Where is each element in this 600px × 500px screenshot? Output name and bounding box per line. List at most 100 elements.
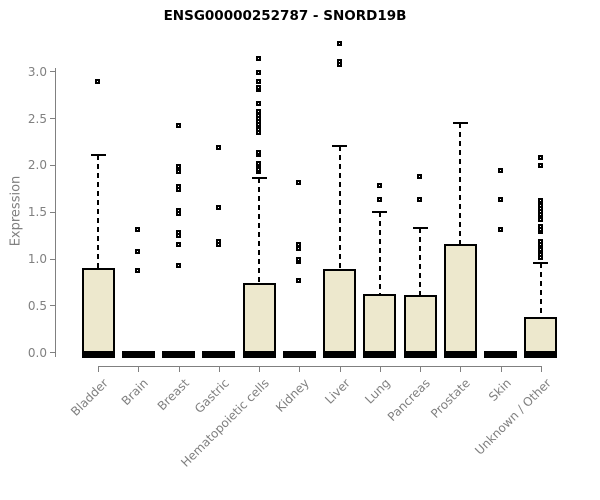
whisker-line <box>459 123 462 245</box>
x-tick-mark <box>299 366 301 372</box>
outlier-point <box>135 267 141 273</box>
x-tick-mark <box>420 366 422 372</box>
whisker-cap <box>90 154 106 157</box>
outlier-point <box>175 242 181 248</box>
x-tick-label: Unknown / Other <box>472 376 554 458</box>
x-tick-label: Lung <box>362 376 393 407</box>
x-tick-label: Bladder <box>68 376 111 419</box>
box <box>81 268 115 355</box>
whisker-line <box>97 155 99 269</box>
chart-title: ENSG00000252787 - SNORD19B <box>163 8 407 24</box>
y-tick-mark <box>50 118 56 120</box>
outlier-point <box>256 56 262 62</box>
median-line <box>484 351 518 358</box>
x-tick-label: Liver <box>321 376 353 407</box>
x-tick-label: Pancreas <box>385 376 434 425</box>
box <box>524 317 558 355</box>
y-tick-label: 0.0 <box>27 345 47 360</box>
outlier-point <box>537 197 543 203</box>
whisker-cap <box>452 122 468 125</box>
x-tick-label: Skin <box>485 376 514 404</box>
y-tick-label: 2.0 <box>27 158 47 173</box>
outlier-point <box>256 70 262 76</box>
x-tick-mark <box>500 366 502 372</box>
outlier-point <box>537 162 543 168</box>
y-tick-label: 2.5 <box>27 111 47 126</box>
whisker-cap <box>251 176 267 179</box>
y-tick-mark <box>50 71 56 73</box>
outlier-point <box>296 179 302 185</box>
x-tick-mark <box>138 366 140 372</box>
box <box>323 269 357 355</box>
outlier-point <box>256 85 262 91</box>
median-line <box>282 351 316 358</box>
whisker-cap <box>412 227 428 230</box>
outlier-point <box>215 205 221 210</box>
whisker-line <box>338 145 341 270</box>
outlier-point <box>215 145 221 151</box>
outlier-point <box>256 101 262 107</box>
outlier-point <box>336 58 342 64</box>
median-line <box>524 351 558 358</box>
y-tick-label: 3.0 <box>27 64 47 79</box>
whisker-line <box>539 262 542 318</box>
outlier-point <box>175 207 181 213</box>
y-tick-mark <box>50 211 56 213</box>
median-line <box>121 351 155 358</box>
x-axis-line <box>97 366 542 367</box>
x-tick-mark <box>339 366 341 372</box>
outlier-point <box>175 184 181 190</box>
y-tick-label: 1.0 <box>27 252 47 267</box>
box <box>443 244 477 355</box>
whisker-cap <box>372 211 388 214</box>
outlier-point <box>135 249 141 255</box>
outlier-point <box>256 160 262 166</box>
outlier-point <box>256 109 262 115</box>
box <box>363 293 397 355</box>
median-line <box>162 351 196 358</box>
outlier-point <box>175 163 181 169</box>
outlier-point <box>256 78 262 84</box>
y-tick-label: 1.5 <box>27 205 47 220</box>
box <box>242 283 276 355</box>
y-tick-label: 0.5 <box>27 298 47 313</box>
median-line <box>202 351 236 358</box>
outlier-point <box>296 242 302 248</box>
outlier-point <box>175 263 181 269</box>
outlier-point <box>376 183 382 189</box>
outlier-point <box>537 238 543 244</box>
outlier-point <box>296 278 302 284</box>
whisker-line <box>419 228 422 295</box>
outlier-point <box>135 227 141 233</box>
x-tick-mark <box>98 366 99 372</box>
outlier-point <box>256 149 262 155</box>
outlier-point <box>376 196 382 202</box>
x-tick-mark <box>460 366 462 372</box>
x-tick-label: Brain <box>119 376 152 409</box>
outlier-point <box>95 78 100 84</box>
x-tick-mark <box>259 366 261 372</box>
median-line <box>403 351 437 358</box>
x-tick-label: Gastric <box>191 376 232 416</box>
outlier-point <box>336 41 342 47</box>
whisker-line <box>378 212 381 294</box>
x-tick-mark <box>379 366 381 372</box>
outlier-point <box>175 122 181 128</box>
outlier-point <box>175 230 181 236</box>
outlier-point <box>497 227 503 233</box>
median-line <box>323 351 357 358</box>
median-line <box>242 351 276 358</box>
outlier-point <box>537 155 543 161</box>
whisker-cap <box>332 144 348 147</box>
x-tick-label: Prostate <box>428 376 474 421</box>
y-tick-mark <box>50 164 56 166</box>
y-tick-mark <box>50 258 56 260</box>
outlier-point <box>537 223 543 229</box>
median-line <box>81 351 115 358</box>
outlier-point <box>175 169 181 175</box>
whisker-cap <box>533 261 549 264</box>
x-tick-label: Breast <box>154 376 192 414</box>
outlier-point <box>417 196 423 202</box>
median-line <box>363 351 397 358</box>
